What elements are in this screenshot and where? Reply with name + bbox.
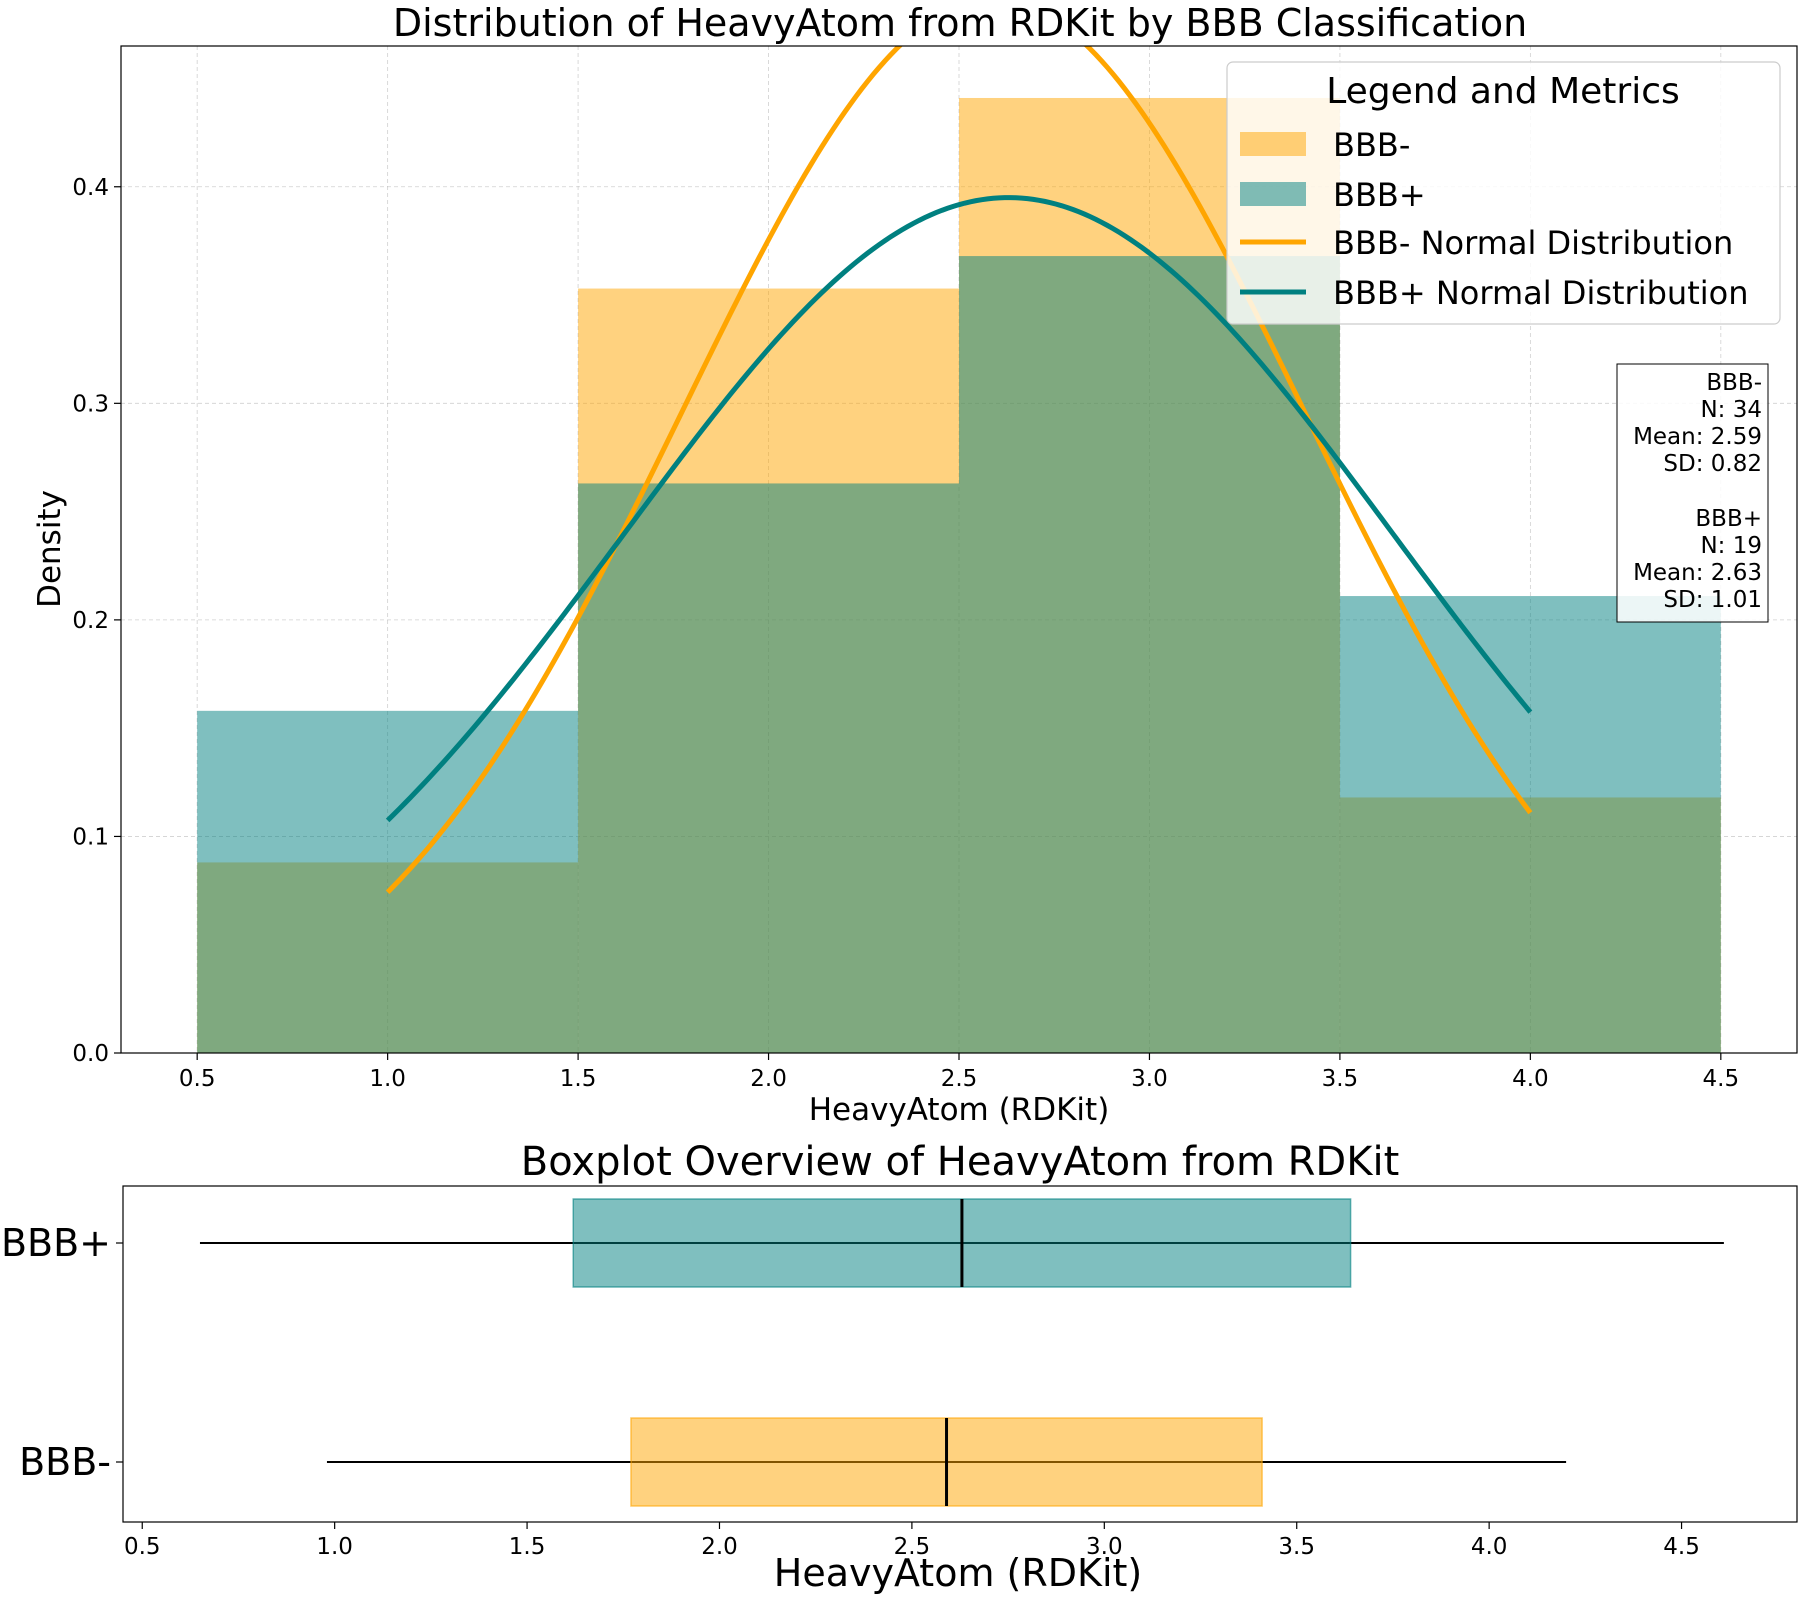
x-tick-label: 1.5 [509, 1534, 546, 1560]
metrics-box-frame [1616, 363, 1769, 623]
metrics-line: N: 19 [1700, 533, 1762, 559]
legend-label-bbb-plus-normal: BBB+ Normal Distribution [1333, 274, 1748, 312]
legend-frame [1226, 61, 1781, 325]
x-tick-label: 0.5 [124, 1534, 161, 1560]
x-tick-label: 1.5 [560, 1066, 597, 1092]
x-tick-label: 4.0 [1512, 1066, 1549, 1092]
boxplot-x-ticks: 0.5 1.0 1.5 2.0 2.5 3.0 3.5 4.0 4.5 [124, 1522, 1700, 1560]
metrics-line: BBB+ [1695, 506, 1762, 532]
x-tick-label: 4.5 [1663, 1534, 1700, 1560]
histogram-x-axis-label: HeavyAtom (RDKit) [809, 1092, 1110, 1128]
legend-title: Legend and Metrics [1326, 71, 1680, 112]
metrics-line: Mean: 2.63 [1633, 560, 1762, 586]
x-tick-label: 3.5 [1278, 1534, 1315, 1560]
x-tick-label: 3.5 [1322, 1066, 1359, 1092]
y-tick-label: 0.0 [72, 1041, 109, 1067]
y-tick-label: 0.3 [72, 391, 109, 417]
boxplot-axes-frame [122, 1185, 1798, 1523]
box-bbb-minus [326, 1417, 1567, 1507]
normal-curve-line [385, 195, 1533, 823]
x-tick-label: 2.0 [701, 1534, 738, 1560]
y-tick-label: BBB+ [1, 1221, 111, 1265]
metrics-line: BBB- [1706, 370, 1762, 396]
x-tick-label: 4.5 [1703, 1066, 1740, 1092]
x-tick-label: 2.0 [750, 1066, 787, 1092]
y-tick-label: 0.4 [72, 175, 109, 201]
histogram-panel: Distribution of HeavyAtom from RDKit by … [32, 1, 1798, 1128]
x-tick-label: 1.0 [369, 1066, 406, 1092]
legend-swatch-bbb-minus [1240, 132, 1306, 156]
metrics-line: SD: 0.82 [1663, 451, 1762, 477]
histogram-bars [197, 97, 1721, 1054]
histogram-title: Distribution of HeavyAtom from RDKit by … [393, 1, 1527, 45]
bar-bbb-minusplus [1339, 596, 1721, 1053]
normal-curve-line [385, 46, 1533, 894]
histogram-x-ticks: 0.5 1.0 1.5 2.0 2.5 3.0 3.5 4.0 4.5 [179, 1053, 1739, 1092]
boxplot-panel: Boxplot Overview of HeavyAtom from RDKit… [1, 1139, 1798, 1595]
normal-curves [385, 46, 1533, 894]
legend-label-bbb-minus: BBB- [1333, 126, 1410, 164]
legend-label-bbb-minus-normal: BBB- Normal Distribution [1333, 224, 1733, 262]
y-tick-label: BBB- [19, 1440, 111, 1484]
metrics-box: BBB- N: 34 Mean: 2.59 SD: 0.82 BBB+ N: 1… [1616, 363, 1769, 623]
bar-bbb-minusplus [197, 710, 579, 1053]
boxplot-title: Boxplot Overview of HeavyAtom from RDKit [521, 1139, 1400, 1185]
x-tick-label: 3.0 [1131, 1066, 1168, 1092]
legend: Legend and Metrics BBB- BBB+ BBB- Normal… [1226, 61, 1781, 325]
boxplot-x-axis-label: HeavyAtom (RDKit) [774, 1551, 1142, 1595]
legend-label-bbb-plus: BBB+ [1333, 176, 1426, 214]
y-tick-label: 0.2 [72, 608, 109, 634]
metrics-line: N: 34 [1700, 397, 1762, 423]
metrics-line: SD: 1.01 [1663, 587, 1762, 613]
x-tick-label: 2.5 [894, 1534, 931, 1560]
bar-bbb-minusplus [578, 483, 959, 1053]
x-tick-label: 0.5 [179, 1066, 216, 1092]
boxplot-boxes [199, 1198, 1724, 1507]
x-tick-label: 1.0 [316, 1534, 353, 1560]
histogram-y-axis-label: Density [32, 490, 68, 608]
boxplot-y-ticks: BBB+ BBB- [1, 1221, 123, 1484]
x-tick-label: 4.0 [1471, 1534, 1508, 1560]
x-tick-label: 3.0 [1086, 1534, 1123, 1560]
metrics-line: Mean: 2.59 [1633, 424, 1762, 450]
bar-bbb-minusplus [959, 256, 1340, 1053]
histogram-y-ticks: 0.0 0.1 0.2 0.3 0.4 [72, 175, 121, 1067]
legend-swatch-bbb-plus [1240, 182, 1306, 206]
x-tick-label: 2.5 [941, 1066, 978, 1092]
y-tick-label: 0.1 [72, 824, 109, 850]
box-bbb-plus [199, 1198, 1724, 1288]
